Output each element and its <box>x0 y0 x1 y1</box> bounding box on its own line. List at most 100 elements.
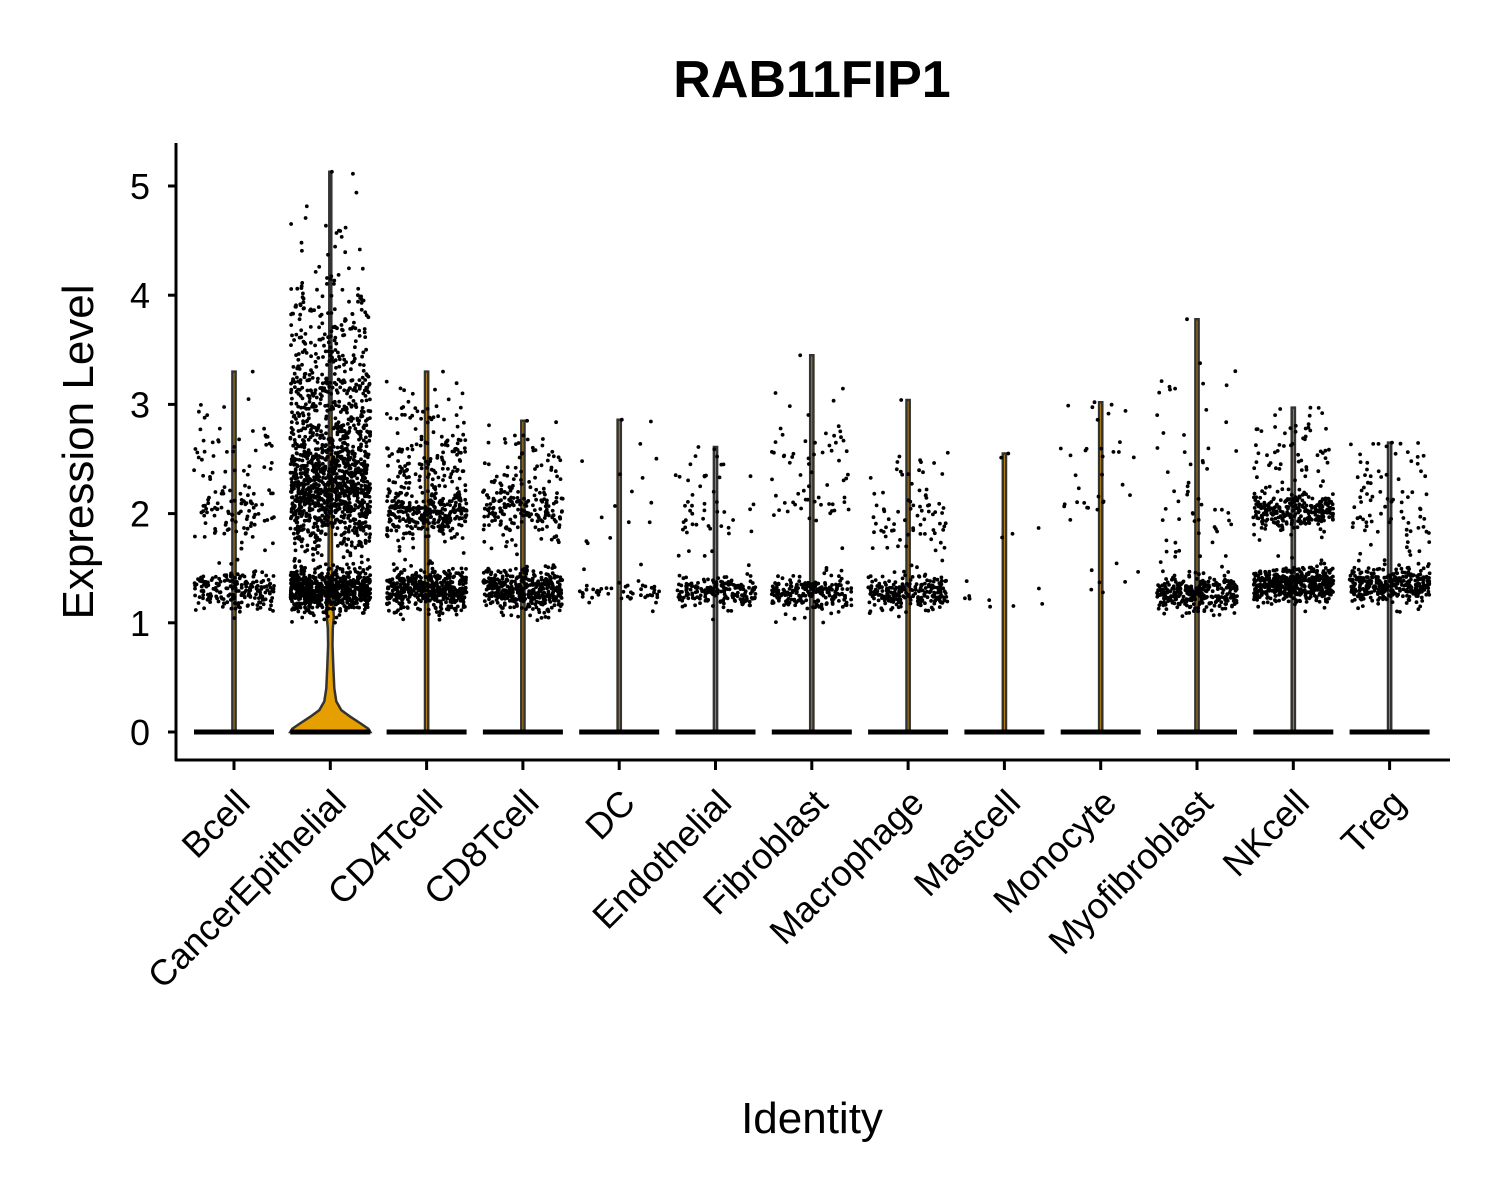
data-point <box>323 349 328 354</box>
data-point <box>514 586 519 590</box>
data-point <box>517 499 522 503</box>
data-point <box>911 526 915 531</box>
data-point <box>777 508 781 512</box>
data-point <box>699 587 704 591</box>
data-point <box>415 409 420 414</box>
data-point <box>327 359 332 364</box>
data-point <box>1010 531 1015 536</box>
data-point <box>457 582 462 586</box>
data-point <box>339 502 344 506</box>
data-point <box>237 437 242 442</box>
data-point <box>336 600 341 605</box>
data-point <box>201 509 206 513</box>
data-point <box>840 605 845 609</box>
data-point <box>360 381 365 386</box>
data-point <box>424 509 429 514</box>
data-point <box>849 589 854 594</box>
data-point <box>835 587 839 591</box>
data-point <box>330 438 335 443</box>
data-point <box>541 437 545 441</box>
data-point <box>397 548 402 553</box>
data-point <box>553 588 557 593</box>
data-point <box>440 611 445 616</box>
data-point <box>424 592 428 597</box>
data-point <box>519 520 524 524</box>
data-point <box>944 595 949 599</box>
data-point <box>709 589 714 594</box>
data-point <box>245 514 250 519</box>
data-point <box>484 593 489 598</box>
data-point <box>321 475 325 480</box>
data-point <box>304 473 309 477</box>
data-point <box>528 613 532 618</box>
data-point <box>396 504 400 509</box>
data-point <box>719 579 723 584</box>
data-point <box>825 590 830 595</box>
data-point <box>684 581 689 586</box>
data-point <box>392 524 397 529</box>
data-point <box>551 454 556 459</box>
data-point <box>336 420 341 425</box>
data-point <box>312 478 317 483</box>
data-point <box>238 609 242 614</box>
data-point <box>425 420 430 425</box>
data-point <box>419 576 423 580</box>
data-point <box>1040 602 1045 606</box>
data-point <box>649 419 653 424</box>
data-point <box>311 558 316 562</box>
data-point <box>289 343 293 347</box>
data-point <box>774 493 778 498</box>
data-point <box>522 593 527 597</box>
data-point <box>918 522 923 527</box>
data-point <box>546 592 550 597</box>
data-point <box>359 444 363 449</box>
data-point <box>806 413 811 417</box>
data-point <box>337 484 342 489</box>
data-point <box>320 461 325 466</box>
data-point <box>753 592 758 596</box>
data-point <box>290 454 295 459</box>
data-point <box>454 413 459 417</box>
data-point <box>325 607 330 611</box>
data-point <box>448 475 453 480</box>
data-point <box>351 171 355 176</box>
data-point <box>531 587 536 592</box>
data-point <box>296 404 301 409</box>
data-point <box>225 578 230 582</box>
data-point <box>803 439 808 444</box>
data-point <box>363 576 368 581</box>
data-point <box>508 517 513 522</box>
data-point <box>516 441 521 445</box>
data-point <box>350 312 355 316</box>
data-point <box>343 507 347 512</box>
data-point <box>306 412 311 417</box>
data-point <box>448 598 453 602</box>
data-point <box>554 495 559 500</box>
data-point <box>307 494 312 498</box>
data-point <box>300 471 305 476</box>
data-point <box>511 477 516 481</box>
data-point <box>459 506 463 510</box>
data-point <box>337 481 342 486</box>
data-point <box>426 612 431 616</box>
data-point <box>222 601 227 606</box>
data-point <box>499 592 504 597</box>
data-point <box>833 590 838 595</box>
data-point <box>344 485 349 489</box>
data-point <box>292 541 297 546</box>
data-point <box>337 228 341 233</box>
data-point <box>809 470 814 475</box>
data-point <box>898 538 902 542</box>
data-point <box>362 330 367 335</box>
data-point <box>249 582 254 587</box>
data-point <box>535 618 540 623</box>
data-point <box>337 354 341 359</box>
data-point <box>193 447 198 451</box>
data-point <box>289 323 294 327</box>
data-point <box>716 576 721 580</box>
data-point <box>358 565 362 570</box>
data-point <box>551 513 555 518</box>
data-point <box>505 540 509 544</box>
data-point <box>509 579 514 584</box>
data-point <box>314 352 318 356</box>
